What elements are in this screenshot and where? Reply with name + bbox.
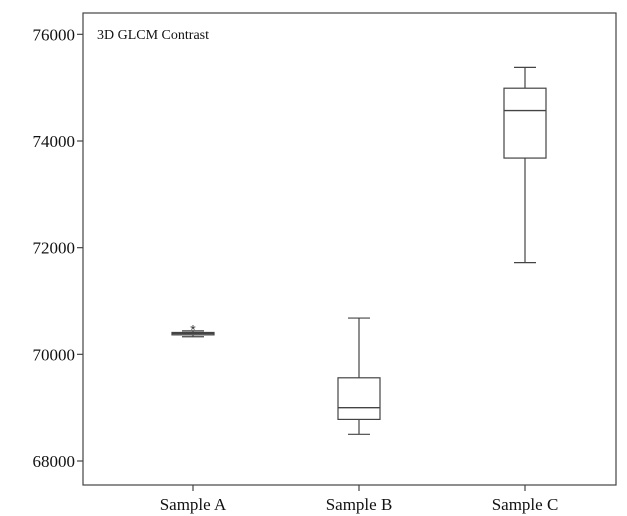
x-category-label: Sample A [160, 495, 227, 514]
box-1: * [171, 322, 215, 338]
outlier-point: * [190, 322, 196, 338]
box-series: * [171, 66, 547, 435]
y-axis: 68000 70000 72000 74000 76000 [33, 25, 83, 471]
y-tick-label: 74000 [33, 132, 76, 151]
iqr-box [337, 377, 381, 420]
box-3 [503, 66, 547, 264]
y-tick-label: 76000 [33, 25, 76, 44]
y-tick-label: 72000 [33, 239, 76, 258]
x-category-label: Sample B [326, 495, 393, 514]
x-category-label: Sample C [492, 495, 559, 514]
y-tick-label: 70000 [33, 345, 76, 364]
y-tick-label: 68000 [33, 452, 76, 471]
x-axis: Sample A Sample B Sample C [160, 485, 559, 514]
box-2 [337, 317, 381, 435]
chart-title: 3D GLCM Contrast [97, 28, 209, 43]
iqr-box [503, 87, 547, 159]
